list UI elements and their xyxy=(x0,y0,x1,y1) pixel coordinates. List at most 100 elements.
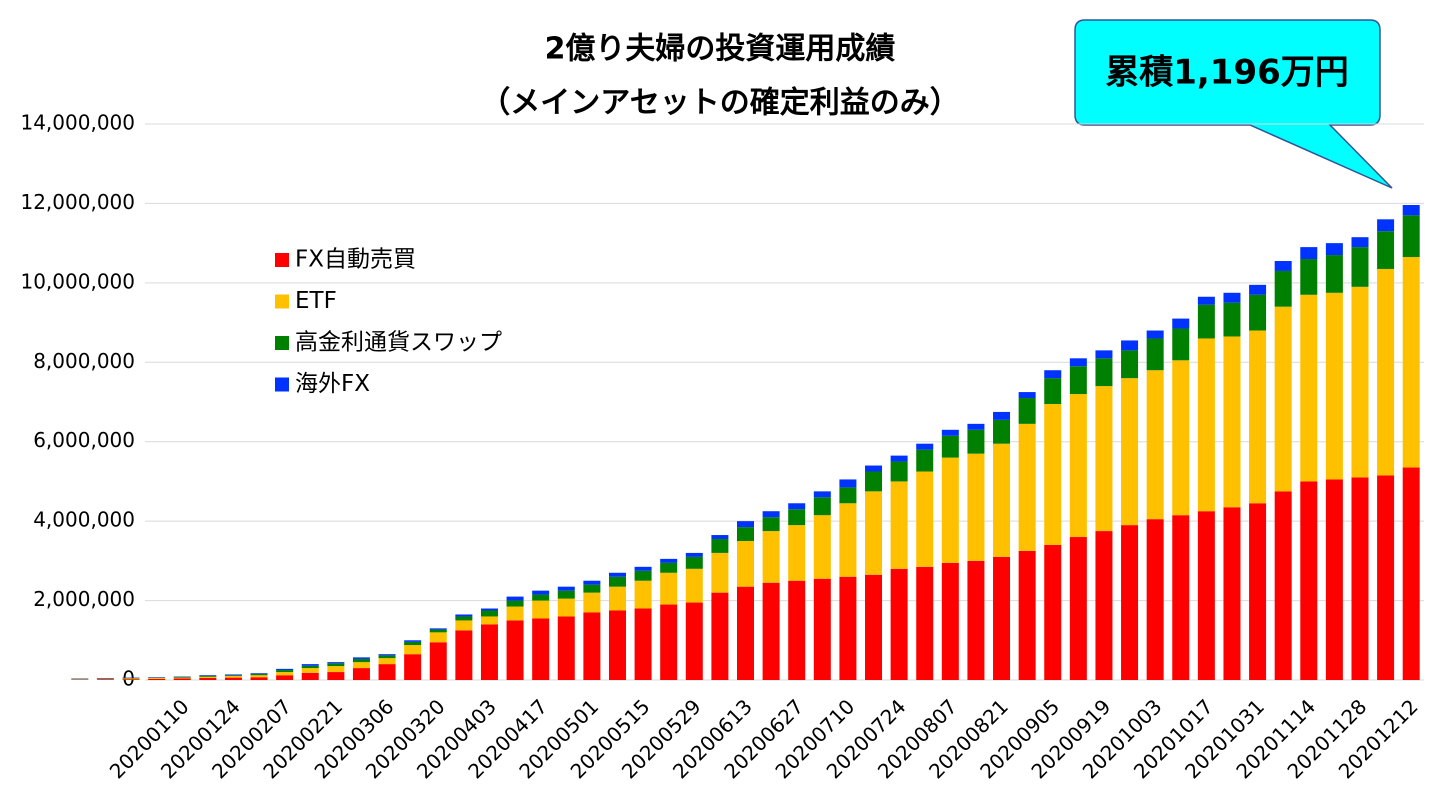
legend-swatch xyxy=(275,253,289,267)
bar-segment xyxy=(762,531,780,583)
bar-segment xyxy=(788,580,806,680)
bar-segment xyxy=(1044,378,1062,404)
bar-segment xyxy=(711,592,729,680)
bar-segment xyxy=(557,590,575,599)
bar-segment xyxy=(173,677,191,679)
bar-segment xyxy=(660,558,678,563)
bar-segment xyxy=(1402,215,1420,258)
bar-segment xyxy=(224,676,242,678)
bar-segment xyxy=(1146,519,1164,680)
bar-segment xyxy=(480,608,498,611)
bar-segment xyxy=(455,620,473,631)
bar-segment xyxy=(967,423,985,430)
bar-segment xyxy=(813,491,831,498)
legend-swatch xyxy=(275,336,289,350)
bar-segment xyxy=(1249,294,1267,331)
bar-segment xyxy=(890,461,908,482)
bar-segment xyxy=(583,612,601,680)
bar-segment xyxy=(1121,340,1139,351)
bar-segment xyxy=(1069,366,1087,395)
bar-segment xyxy=(865,574,883,680)
bar-segment xyxy=(1146,330,1164,339)
bar-segment xyxy=(916,566,934,680)
bar-segment xyxy=(941,562,959,680)
bar-segment xyxy=(1325,255,1343,293)
bar-segment xyxy=(327,662,345,664)
bar-segment xyxy=(429,628,447,630)
bar-segment xyxy=(1095,386,1113,532)
bar-segment xyxy=(865,471,883,492)
bar-segment xyxy=(634,566,652,571)
bar-segment xyxy=(506,600,524,607)
bar-segment xyxy=(608,610,626,680)
bar-segment xyxy=(660,604,678,680)
bar-segment xyxy=(1300,247,1318,260)
bar-segment xyxy=(122,678,140,680)
bar-segment xyxy=(788,503,806,510)
bar-segment xyxy=(429,642,447,680)
bar-segment xyxy=(1095,531,1113,680)
bar-segment xyxy=(1018,392,1036,399)
bar-segment xyxy=(839,487,857,504)
bar-segment xyxy=(941,457,959,563)
bar-segment xyxy=(916,471,934,567)
bar-segment xyxy=(1351,237,1369,248)
bar-segment xyxy=(685,602,703,680)
bar-segment xyxy=(1172,318,1190,329)
bar-segment xyxy=(634,580,652,609)
bar-segment xyxy=(1223,302,1241,337)
bar-segment xyxy=(455,630,473,680)
bar-segment xyxy=(506,596,524,601)
bar-segment xyxy=(839,503,857,577)
bar-segment xyxy=(148,678,166,679)
bar-segment xyxy=(148,678,166,680)
bar-segment xyxy=(327,666,345,673)
bar-segment xyxy=(352,668,370,680)
bar-segment xyxy=(1069,394,1087,538)
bar-segment xyxy=(967,453,985,561)
bar-segment xyxy=(737,586,754,680)
bar-segment xyxy=(557,586,575,591)
bar-segment xyxy=(941,435,959,458)
bar-segment xyxy=(429,629,447,633)
bar-segment xyxy=(660,572,678,605)
bar-segment xyxy=(737,527,754,541)
bar-segment xyxy=(685,568,703,603)
bar-segment xyxy=(480,616,498,625)
bar-segment xyxy=(1377,231,1395,269)
bar-segment xyxy=(276,670,294,673)
bar-segment xyxy=(967,560,985,680)
bar-segment xyxy=(1300,259,1318,295)
bar-segment xyxy=(404,641,422,646)
bar-segment xyxy=(865,491,883,575)
bar-segment xyxy=(1249,330,1267,504)
bar-segment xyxy=(199,676,217,677)
bar-segment xyxy=(224,674,242,676)
legend-swatch xyxy=(275,377,289,392)
bar-segment xyxy=(1018,423,1036,551)
bar-segment xyxy=(967,429,985,454)
bar-segment xyxy=(1095,358,1113,387)
bar-segment xyxy=(250,674,268,676)
bar-segment xyxy=(122,679,140,680)
bar-segment xyxy=(173,678,191,680)
bar-segment xyxy=(1351,247,1369,287)
chart-subtitle: （メインアセットの確定利益のみ） xyxy=(480,86,959,121)
bar-segment xyxy=(1325,243,1343,256)
bar-segment xyxy=(1300,294,1318,482)
bar-segment xyxy=(1044,403,1062,545)
bar-segment xyxy=(352,658,370,663)
bar-segment xyxy=(199,678,217,680)
bar-segment xyxy=(788,525,806,581)
bar-segment xyxy=(404,645,422,655)
bar-segment xyxy=(762,517,780,532)
bar-segment xyxy=(788,509,806,526)
bar-segment xyxy=(608,572,626,577)
bar-segment xyxy=(583,592,601,613)
bar-segment xyxy=(352,662,370,669)
bar-segment xyxy=(1223,336,1241,508)
bar-segment xyxy=(404,654,422,680)
bar-segment xyxy=(737,541,754,587)
bar-segment xyxy=(1351,477,1369,680)
bar-segment xyxy=(1274,306,1292,492)
